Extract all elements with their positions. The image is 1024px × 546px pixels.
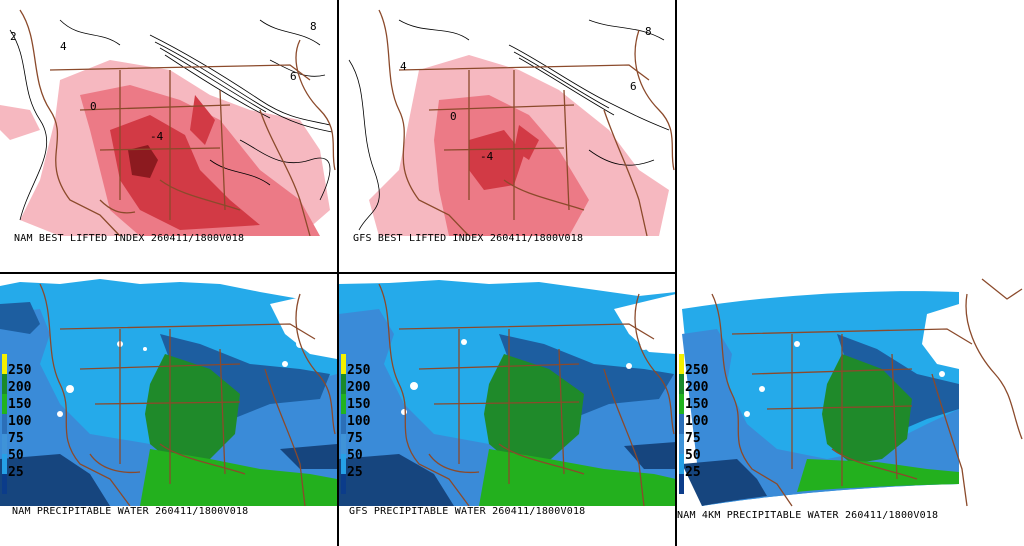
- pw-mediumblue: [339, 309, 676, 506]
- gfs-precipitable-water-panel: 250 200 150 100 75 50 25 GFS PRECIPITABL…: [339, 274, 676, 546]
- scale-bar: [679, 354, 684, 494]
- scale-tick: 75: [685, 431, 701, 446]
- nam-precipitable-water-map: [0, 274, 337, 546]
- caption-strip: [339, 506, 676, 546]
- pw-color-scale: 250 200 150 100 75 50 25: [0, 354, 40, 494]
- pw-color-scale: 250 200 150 100 75 50 25: [339, 354, 379, 494]
- pw-navy-sw: [339, 454, 454, 506]
- scale-tick: 200: [685, 380, 709, 395]
- caption-strip: [0, 506, 337, 546]
- vertical-divider: [675, 0, 677, 272]
- gfs-lifted-index-map: [339, 0, 676, 272]
- scale-tick: 25: [685, 465, 701, 480]
- scale-tick: 50: [347, 448, 363, 463]
- pw-white-spots: [401, 339, 648, 415]
- nam-precipitable-water-panel: 250 200 150 100 75 50 25 NAM PRECIPITABL…: [0, 274, 337, 546]
- li-light-region-west: [0, 105, 40, 140]
- scale-tick: 100: [8, 414, 32, 429]
- scale-tick: 150: [347, 397, 371, 412]
- nam4km-precipitable-water-panel: 250 200 150 100 75 50 25 NAM 4KM PRECIPI…: [677, 274, 1024, 546]
- panel-caption: NAM PRECIPITABLE WATER 260411/1800V018: [12, 506, 249, 517]
- state-borders: [378, 9, 675, 237]
- panel-caption: NAM 4KM PRECIPITABLE WATER 260411/1800V0…: [677, 510, 939, 521]
- scale-tick: 250: [347, 363, 371, 378]
- pw-white-spots: [744, 341, 945, 417]
- state-borders: [378, 283, 675, 507]
- scale-tick: 200: [347, 380, 371, 395]
- caption-strip: [0, 236, 337, 272]
- scale-tick: 200: [8, 380, 32, 395]
- state-borders: [39, 283, 336, 507]
- state-borders: [711, 278, 1023, 507]
- scale-tick: 75: [347, 431, 363, 446]
- pw-white-ne: [922, 304, 959, 369]
- pw-darkgreen: [822, 354, 912, 464]
- gfs-precipitable-water-map: [339, 274, 676, 546]
- li-contours: [348, 19, 670, 231]
- scale-tick: 250: [8, 363, 32, 378]
- empty-panel: [677, 0, 1024, 272]
- scale-tick: 150: [8, 397, 32, 412]
- nam4km-precipitable-water-map: [677, 274, 1024, 546]
- pw-white-top: [0, 274, 337, 299]
- scale-tick: 100: [347, 414, 371, 429]
- pw-green-south: [140, 449, 337, 506]
- caption-strip: [339, 236, 676, 272]
- nam-lifted-index-map: [0, 0, 337, 272]
- pw-darkblue-west: [0, 302, 40, 334]
- scale-tick: 50: [685, 448, 701, 463]
- pw-green-south: [479, 449, 676, 506]
- scale-tick: 150: [685, 397, 709, 412]
- gfs-lifted-index-panel: GFS BEST LIFTED INDEX 260411/1800V018: [339, 0, 676, 272]
- scale-tick: 50: [8, 448, 24, 463]
- scale-bar: [341, 354, 346, 494]
- pw-color-scale: 250 200 150 100 75 50 25: [677, 354, 717, 494]
- state-borders: [19, 9, 336, 237]
- horizontal-divider: [0, 272, 677, 274]
- pw-mediumblue: [682, 329, 959, 506]
- pw-white-ne: [614, 294, 676, 354]
- pw-white-top: [339, 274, 676, 296]
- panel-caption: NAM BEST LIFTED INDEX 260411/1800V018: [14, 233, 245, 244]
- scale-bar: [2, 354, 7, 494]
- li-dark-region: [110, 115, 260, 230]
- scale-tick: 100: [685, 414, 709, 429]
- li-darkest-region: [128, 145, 158, 178]
- scale-tick: 25: [347, 465, 363, 480]
- pw-green-south: [797, 459, 959, 492]
- pw-navy-sw: [0, 454, 110, 506]
- li-contours: [9, 19, 333, 221]
- pw-navy-sw: [682, 459, 767, 506]
- pw-mediumblue: [0, 309, 337, 506]
- scale-tick: 250: [685, 363, 709, 378]
- scale-tick: 25: [8, 465, 24, 480]
- scale-tick: 75: [8, 431, 24, 446]
- nam-lifted-index-panel: NAM BEST LIFTED INDEX 260411/1800V018: [0, 0, 337, 272]
- pw-darkgreen: [145, 354, 240, 469]
- li-dark-region: [469, 130, 524, 190]
- vertical-divider: [675, 272, 677, 546]
- panel-caption: GFS BEST LIFTED INDEX 260411/1800V018: [353, 233, 584, 244]
- pw-white-ne: [270, 289, 337, 359]
- panel-caption: GFS PRECIPITABLE WATER 260411/1800V018: [349, 506, 586, 517]
